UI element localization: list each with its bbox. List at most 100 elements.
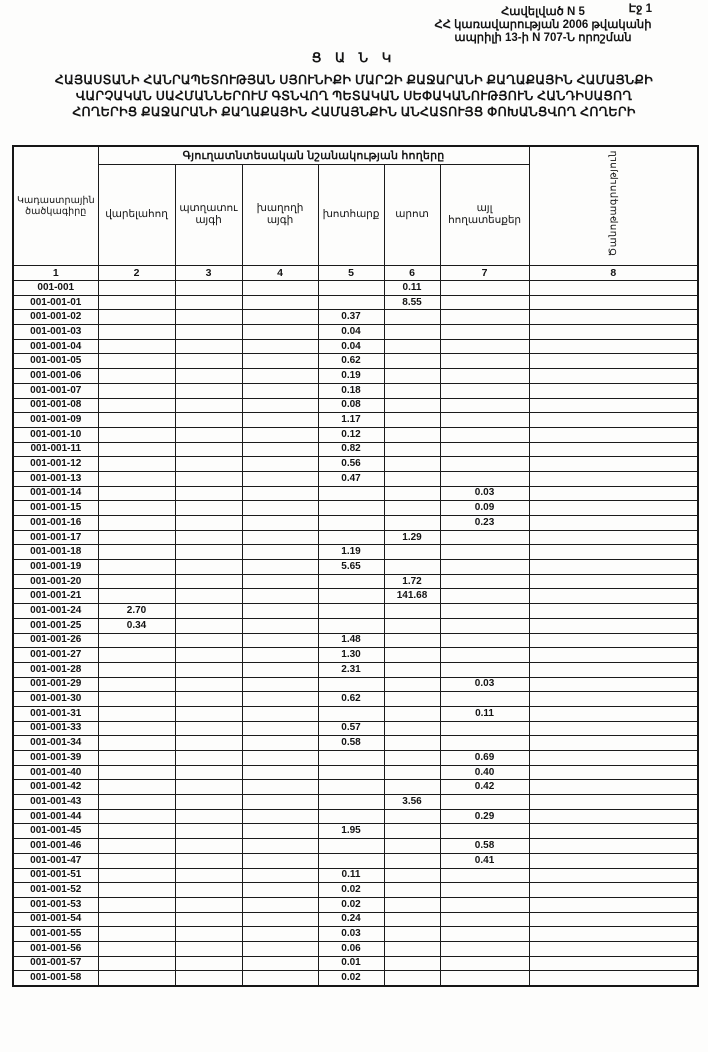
row-value-cell: 0.41 bbox=[439, 852, 530, 869]
row-value-cell bbox=[97, 896, 176, 913]
row-value-cell bbox=[97, 500, 176, 516]
row-value-cell bbox=[241, 353, 319, 370]
row-cadastral-code: 001-001-20 bbox=[12, 573, 99, 590]
table-row: 001-001-43 3.56 bbox=[12, 794, 699, 810]
row-value-cell bbox=[97, 676, 176, 693]
row-value-cell bbox=[97, 647, 176, 663]
row-value-cell: 0.11 bbox=[439, 705, 530, 722]
subtitle-line: ՀԱՅԱՍՏԱՆԻ ՀԱՆՐԱՊԵՏՈՒԹՅԱՆ ՍՅՈՒՆԻՔԻ ՄԱՐԶԻ … bbox=[54, 73, 654, 87]
row-value-cell bbox=[97, 691, 176, 707]
table-row: 001-001-08 0.08 bbox=[12, 397, 699, 414]
row-value-cell bbox=[241, 338, 319, 355]
table-row: 001-001-55 0.03 bbox=[12, 926, 699, 942]
row-value-cell bbox=[174, 970, 243, 987]
row-value-cell bbox=[439, 397, 530, 414]
row-value-cell bbox=[97, 750, 176, 766]
row-value-cell: 0.29 bbox=[439, 808, 530, 825]
column-number: 7 bbox=[439, 265, 530, 281]
row-value-cell bbox=[174, 661, 243, 678]
row-value-cell bbox=[97, 324, 176, 340]
row-value-cell bbox=[439, 456, 530, 472]
row-value-cell bbox=[528, 896, 699, 913]
row-value-cell bbox=[241, 441, 319, 458]
row-cadastral-code: 001-001-34 bbox=[12, 735, 99, 751]
row-value-cell bbox=[97, 720, 176, 737]
row-value-cell bbox=[174, 382, 243, 399]
row-cadastral-code: 001-001-04 bbox=[12, 338, 99, 355]
row-value-cell bbox=[97, 456, 176, 472]
table-row: 001-001-15 0.09 bbox=[12, 500, 699, 516]
row-cadastral-code: 001-001-12 bbox=[12, 456, 99, 472]
row-cadastral-code: 001-001-21 bbox=[12, 588, 99, 605]
row-value-cell bbox=[383, 382, 441, 399]
annex-line: ապրիլի 13-ի N 707-Ն որոշման bbox=[454, 32, 632, 44]
row-value-cell bbox=[528, 735, 699, 751]
row-cadastral-code: 001-001-51 bbox=[12, 867, 99, 884]
row-value-cell bbox=[383, 896, 441, 913]
row-value-cell bbox=[383, 691, 441, 707]
row-value-cell bbox=[241, 779, 319, 796]
row-value-cell bbox=[383, 485, 441, 502]
row-value-cell bbox=[439, 382, 530, 399]
row-value-cell bbox=[241, 647, 319, 663]
row-value-cell bbox=[439, 617, 530, 634]
row-value-cell bbox=[383, 412, 441, 428]
row-value-cell bbox=[241, 852, 319, 869]
row-value-cell bbox=[528, 779, 699, 796]
row-cadastral-code: 001-001-24 bbox=[12, 603, 99, 619]
row-value-cell bbox=[241, 485, 319, 502]
row-value-cell bbox=[241, 456, 319, 472]
header-note-vertical-text: Ծանոթագրություն bbox=[607, 150, 619, 257]
row-value-cell: 0.40 bbox=[439, 764, 530, 781]
row-value-cell bbox=[97, 632, 176, 649]
row-cadastral-code: 001-001-19 bbox=[12, 559, 99, 575]
row-value-cell bbox=[174, 617, 243, 634]
row-value-cell bbox=[439, 294, 530, 311]
row-value-cell: 2.31 bbox=[317, 661, 385, 678]
row-value-cell bbox=[97, 559, 176, 575]
row-value-cell bbox=[241, 750, 319, 766]
row-value-cell bbox=[528, 338, 699, 355]
row-value-cell bbox=[528, 529, 699, 546]
row-value-cell bbox=[528, 426, 699, 443]
table-row: 001-001-56 0.06 bbox=[12, 940, 699, 957]
table-row: 001-001-10 0.12 bbox=[12, 426, 699, 443]
row-value-cell: 0.62 bbox=[317, 691, 385, 707]
row-value-cell bbox=[528, 280, 699, 296]
row-value-cell bbox=[383, 559, 441, 575]
row-value-cell bbox=[528, 750, 699, 766]
row-value-cell bbox=[528, 500, 699, 516]
row-value-cell bbox=[241, 309, 319, 326]
row-cadastral-code: 001-001-26 bbox=[12, 632, 99, 649]
row-cadastral-code: 001-001-02 bbox=[12, 309, 99, 326]
row-value-cell: 0.11 bbox=[317, 867, 385, 884]
row-value-cell bbox=[528, 940, 699, 957]
table-row: 001-001-26 1.48 bbox=[12, 632, 699, 649]
row-value-cell bbox=[174, 441, 243, 458]
row-value-cell bbox=[528, 691, 699, 707]
row-cadastral-code: 001-001-31 bbox=[12, 705, 99, 722]
table-row: 001-001-19 5.65 bbox=[12, 559, 699, 575]
table-row: 001-001-04 0.04 bbox=[12, 338, 699, 355]
row-value-cell bbox=[528, 573, 699, 590]
row-value-cell bbox=[528, 382, 699, 399]
row-value-cell bbox=[439, 426, 530, 443]
row-value-cell bbox=[383, 632, 441, 649]
table-row: 001-001-28 2.31 bbox=[12, 661, 699, 678]
table-row: 001-001-11 0.82 bbox=[12, 441, 699, 458]
row-value-cell bbox=[383, 647, 441, 663]
row-value-cell: 3.56 bbox=[383, 794, 441, 810]
row-value-cell bbox=[528, 485, 699, 502]
header-note: Ծանոթագրություն bbox=[528, 145, 699, 266]
row-value-cell bbox=[241, 280, 319, 296]
row-value-cell: 141.68 bbox=[383, 588, 441, 605]
row-value-cell bbox=[241, 691, 319, 707]
table-row: 001-001-07 0.18 bbox=[12, 382, 699, 399]
header-cadastral-code: Կադաստրային ծածկագիրը bbox=[12, 145, 99, 266]
row-value-cell bbox=[241, 838, 319, 854]
table-row: 001-001-44 0.29 bbox=[12, 808, 699, 825]
row-value-cell bbox=[241, 368, 319, 384]
row-value-cell bbox=[241, 720, 319, 737]
row-value-cell bbox=[97, 940, 176, 957]
row-value-cell bbox=[439, 559, 530, 575]
